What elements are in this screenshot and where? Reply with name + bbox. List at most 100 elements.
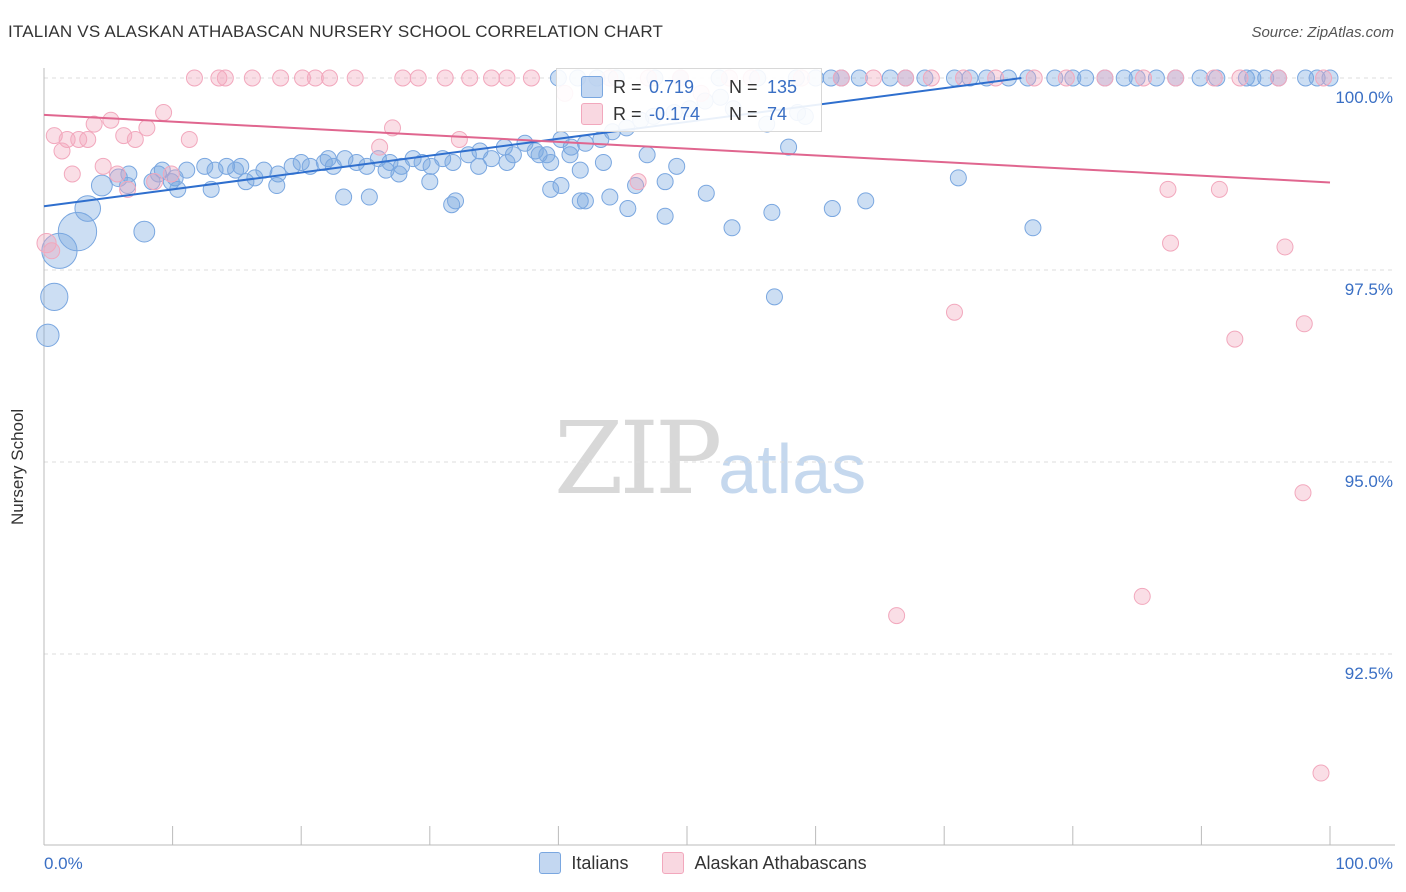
alaskan-athabascans-point xyxy=(498,69,516,87)
alaskan-athabascans-point xyxy=(155,104,173,122)
italians-point xyxy=(90,174,113,197)
alaskan-athabascans-point xyxy=(43,242,61,260)
stats-swatch-italians xyxy=(581,76,603,98)
r-value: 0.719 xyxy=(649,76,695,97)
y-tick-label: 95.0% xyxy=(1345,472,1393,491)
alaskan-athabascans-point xyxy=(320,69,338,87)
italians-point xyxy=(1046,69,1064,87)
alaskan-athabascans-point xyxy=(1025,69,1043,87)
alaskan-athabascans-point xyxy=(1205,69,1223,87)
alaskan-athabascans-point xyxy=(888,607,906,625)
italians-point xyxy=(292,153,310,171)
r-label: R = xyxy=(613,103,642,124)
watermark: ZIPatlas xyxy=(554,400,867,517)
alaskan-athabascans-point xyxy=(63,165,81,183)
italians-point xyxy=(1147,69,1165,87)
italians-point xyxy=(697,184,715,202)
italians-point xyxy=(542,180,560,198)
alaskan-athabascans-point xyxy=(1270,69,1288,87)
alaskan-athabascans-point xyxy=(483,69,501,87)
alaskan-athabascans-trendline xyxy=(43,113,1331,184)
italians-point xyxy=(656,207,674,225)
italians-point xyxy=(857,192,875,210)
alaskan-athabascans-point xyxy=(522,69,540,87)
alaskan-athabascans-point xyxy=(1231,69,1249,87)
legend-item-italians[interactable]: Italians xyxy=(539,852,628,874)
italians-point xyxy=(1308,69,1326,87)
alaskan-athabascans-point xyxy=(409,69,427,87)
italians-point xyxy=(823,200,841,218)
italians-point xyxy=(1024,219,1042,237)
alaskan-athabascans-point xyxy=(371,138,389,156)
italians-point xyxy=(447,192,465,210)
alaskan-athabascans-point xyxy=(45,127,63,145)
italians-point xyxy=(571,161,589,179)
legend-label: Italians xyxy=(571,852,629,873)
italians-point xyxy=(552,177,570,195)
alaskan-athabascans-point xyxy=(146,173,164,191)
italians-point xyxy=(601,188,619,206)
alaskan-athabascans-point xyxy=(1315,69,1333,87)
italians-point xyxy=(237,173,255,191)
legend-item-alaskan-athabascans[interactable]: Alaskan Athabascans xyxy=(662,852,867,874)
italians-point xyxy=(571,192,589,210)
italians-point xyxy=(1257,69,1275,87)
italians-point xyxy=(470,157,488,175)
italians-point xyxy=(149,165,167,183)
alaskan-athabascans-point xyxy=(138,119,156,137)
legend-swatch-italians xyxy=(539,852,562,874)
italians-point xyxy=(763,203,781,221)
alaskan-athabascans-point xyxy=(70,130,88,148)
stats-row-alaskan-athabascans: R = -0.174 N = 74 xyxy=(557,100,821,128)
alaskan-athabascans-point xyxy=(210,69,228,87)
italians-point xyxy=(360,188,378,206)
italians-point xyxy=(1128,69,1146,87)
italians-point xyxy=(619,200,637,218)
alaskan-athabascans-point xyxy=(1159,180,1177,198)
legend: Italians Alaskan Athabascans xyxy=(0,852,1406,874)
alaskan-athabascans-point xyxy=(185,69,203,87)
alaskan-athabascans-point xyxy=(216,69,234,87)
alaskan-athabascans-point xyxy=(1162,234,1180,252)
italians-trendline xyxy=(43,77,1022,208)
x-tick-label: 100.0% xyxy=(1335,854,1393,873)
italians-point xyxy=(36,323,60,347)
italians-point xyxy=(542,153,560,171)
italians-point xyxy=(961,69,979,87)
alaskan-athabascans-point xyxy=(102,111,120,129)
italians-point xyxy=(850,69,868,87)
alaskan-athabascans-point xyxy=(58,130,76,148)
italians-point xyxy=(638,146,656,164)
italians-point xyxy=(119,177,137,195)
alaskan-athabascans-point xyxy=(79,130,97,148)
italians-point xyxy=(268,177,286,195)
alaskan-athabascans-point xyxy=(346,69,364,87)
italians-point xyxy=(1191,69,1209,87)
stats-box: R = 0.719 N = 135 R = -0.174 N = 74 xyxy=(556,68,822,132)
alaskan-athabascans-point xyxy=(180,130,198,148)
alaskan-athabascans-point xyxy=(1312,764,1330,782)
italians-point xyxy=(780,138,798,156)
italians-point xyxy=(656,173,674,191)
italians-point xyxy=(765,288,783,306)
alaskan-athabascans-point xyxy=(306,69,324,87)
italians-point xyxy=(576,192,594,210)
italians-point xyxy=(1064,69,1082,87)
alaskan-athabascans-point xyxy=(384,119,402,137)
x-tick-label: 0.0% xyxy=(44,854,83,873)
alaskan-athabascans-point xyxy=(864,69,882,87)
alaskan-athabascans-point xyxy=(293,69,311,87)
alaskan-athabascans-point xyxy=(108,165,126,183)
italians-point xyxy=(1115,69,1133,87)
italians-point xyxy=(723,219,741,237)
r-label: R = xyxy=(613,76,642,97)
italians-point xyxy=(1244,69,1262,87)
source-label: Source: ZipAtlas.com xyxy=(1251,24,1394,41)
italians-point xyxy=(133,220,156,243)
alaskan-athabascans-point xyxy=(1133,587,1151,605)
n-label: N = xyxy=(729,103,758,124)
alaskan-athabascans-point xyxy=(629,173,647,191)
italians-point xyxy=(916,69,934,87)
alaskan-athabascans-point xyxy=(1226,330,1244,348)
